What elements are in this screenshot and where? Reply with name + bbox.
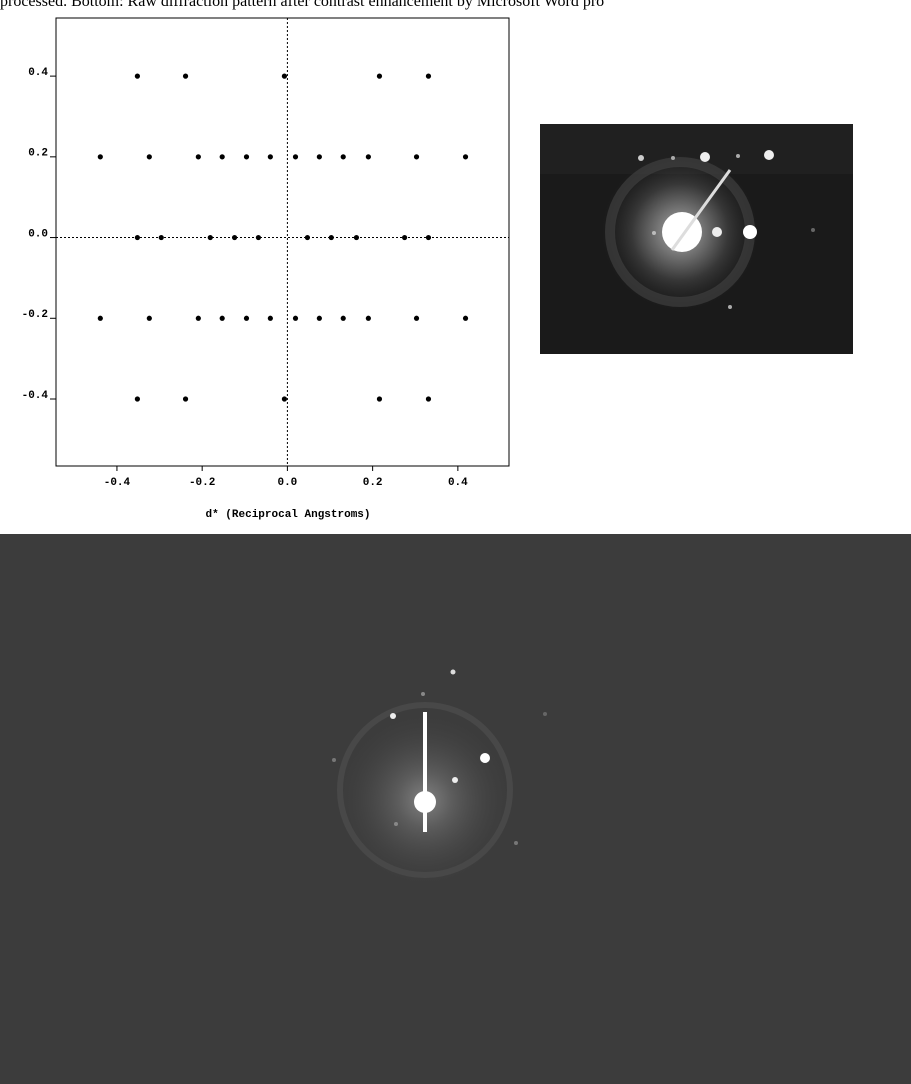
point bbox=[183, 74, 188, 79]
y-tick-label: 0.0 bbox=[28, 228, 48, 240]
point bbox=[354, 235, 359, 240]
point bbox=[463, 316, 468, 321]
x-tick-label: 0.2 bbox=[363, 477, 383, 489]
y-tick-label: 0.4 bbox=[28, 67, 48, 79]
point bbox=[305, 235, 310, 240]
point bbox=[293, 154, 298, 159]
point bbox=[426, 235, 431, 240]
point bbox=[196, 154, 201, 159]
point bbox=[147, 316, 152, 321]
y-tick-label: 0.2 bbox=[28, 148, 48, 160]
point bbox=[366, 316, 371, 321]
point bbox=[282, 396, 287, 401]
point bbox=[426, 396, 431, 401]
point bbox=[232, 235, 237, 240]
point bbox=[208, 235, 213, 240]
point bbox=[414, 154, 419, 159]
point bbox=[317, 154, 322, 159]
diffraction-image-bottom bbox=[0, 534, 911, 1084]
point bbox=[183, 396, 188, 401]
point bbox=[135, 74, 140, 79]
point bbox=[341, 154, 346, 159]
point bbox=[317, 316, 322, 321]
point bbox=[402, 235, 407, 240]
x-tick-label: 0.0 bbox=[277, 477, 297, 489]
point bbox=[268, 154, 273, 159]
x-tick-label: -0.4 bbox=[104, 477, 131, 489]
point bbox=[98, 154, 103, 159]
y-tick-label: -0.4 bbox=[22, 390, 49, 402]
point bbox=[159, 235, 164, 240]
point bbox=[377, 396, 382, 401]
point bbox=[135, 396, 140, 401]
point bbox=[220, 316, 225, 321]
point bbox=[282, 74, 287, 79]
point bbox=[135, 235, 140, 240]
point bbox=[366, 154, 371, 159]
point bbox=[377, 74, 382, 79]
point bbox=[293, 316, 298, 321]
point bbox=[196, 316, 201, 321]
point bbox=[329, 235, 334, 240]
point bbox=[268, 316, 273, 321]
x-axis-label: d* (Reciprocal Angstroms) bbox=[205, 509, 370, 521]
point bbox=[256, 235, 261, 240]
point bbox=[341, 316, 346, 321]
page: processed. Bottom: Raw diffraction patte… bbox=[0, 0, 911, 1084]
point bbox=[463, 154, 468, 159]
x-tick-label: -0.2 bbox=[189, 477, 215, 489]
figure: processed. Bottom: Raw diffraction patte… bbox=[0, 0, 911, 1084]
caption: processed. Bottom: Raw diffraction patte… bbox=[0, 0, 604, 10]
point bbox=[426, 74, 431, 79]
diffraction-image-top bbox=[540, 124, 853, 354]
point bbox=[220, 154, 225, 159]
point bbox=[98, 316, 103, 321]
point bbox=[414, 316, 419, 321]
point bbox=[244, 154, 249, 159]
y-tick-label: -0.2 bbox=[22, 309, 48, 321]
x-tick-label: 0.4 bbox=[448, 477, 468, 489]
point bbox=[147, 154, 152, 159]
point bbox=[244, 316, 249, 321]
